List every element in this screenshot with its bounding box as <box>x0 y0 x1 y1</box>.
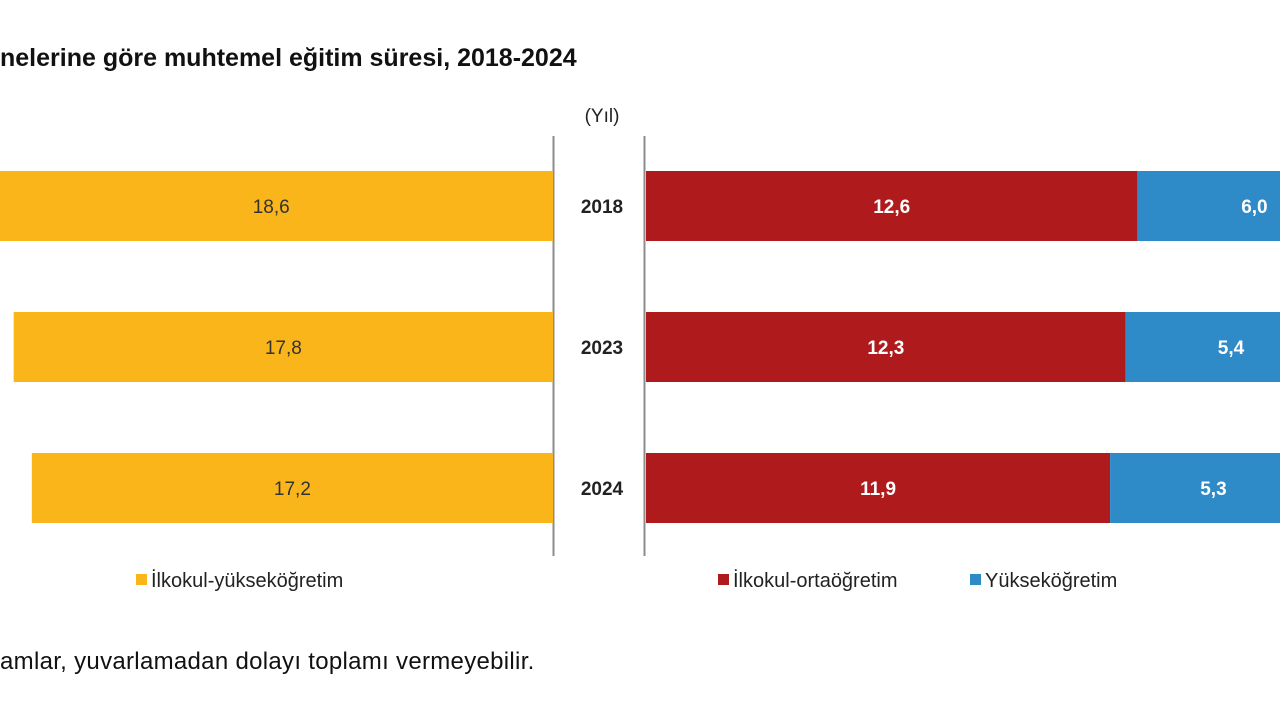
footnote: amlar, yuvarlamadan dolayı toplamı verme… <box>0 648 535 675</box>
right-bar-ortaogretim-2018 <box>646 171 1138 241</box>
right-bar-label-yuksekogretim-2024: 5,3 <box>1200 479 1226 500</box>
right-bar-ortaogretim-2023 <box>646 312 1126 382</box>
right-bar-yuksekogretim-2018 <box>1137 171 1280 241</box>
right-bar-label-ortaogretim-2018: 12,6 <box>873 197 910 218</box>
right-bar-yuksekogretim-2023 <box>1125 312 1280 382</box>
category-label-2024: 2024 <box>581 479 624 500</box>
category-label-2018: 2018 <box>581 197 623 218</box>
right-bar-label-ortaogretim-2024: 11,9 <box>860 479 896 500</box>
legend-label-yuksekogretim: Yükseköğretim <box>985 570 1117 592</box>
category-unit-label: (Yıl) <box>585 106 620 127</box>
right-bar-yuksekogretim-2024 <box>1110 453 1280 523</box>
right-bar-label-yuksekogretim-2023: 5,4 <box>1218 338 1245 359</box>
left-bar-2018 <box>0 171 554 241</box>
legend-swatch-ilkokul-ortaogretim <box>718 574 729 585</box>
category-label-2023: 2023 <box>581 338 623 359</box>
left-bar-label-2024: 17,2 <box>274 479 311 500</box>
left-bar-label-2018: 18,6 <box>253 197 290 218</box>
left-bar-2024 <box>31 453 553 523</box>
legend-swatch-yuksekogretim <box>970 574 981 585</box>
legend-label-ilkokul-yuksekogretim: İlkokul-yükseköğretim <box>151 569 343 592</box>
right-bar-ortaogretim-2024 <box>646 453 1111 523</box>
right-bar-label-yuksekogretim-2018: 6,0 <box>1241 197 1267 218</box>
legend-swatch-ilkokul-yuksekogretim <box>136 574 147 585</box>
legend-label-ilkokul-ortaogretim: İlkokul-ortaöğretim <box>733 569 898 592</box>
left-bar-label-2023: 17,8 <box>265 338 302 359</box>
chart-title: nelerine göre muhtemel eğitim süresi, 20… <box>0 44 577 72</box>
left-bar-2023 <box>13 312 554 382</box>
right-bar-label-ortaogretim-2023: 12,3 <box>867 338 904 359</box>
